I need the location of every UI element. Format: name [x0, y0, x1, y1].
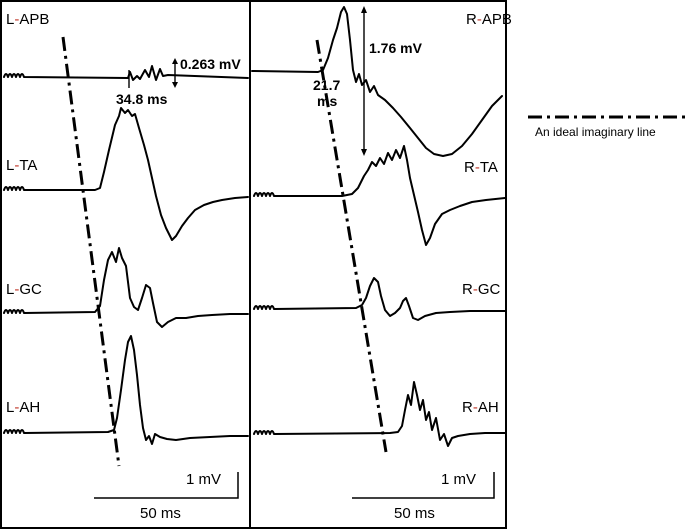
- trace-label-r-ah: R-AH: [462, 399, 499, 416]
- latency-annotation-left: 34.8 ms: [116, 91, 168, 107]
- trace-r-gc: [253, 277, 506, 321]
- trace-l-gc: [3, 247, 249, 328]
- scale-bar-left: [94, 472, 239, 499]
- scale-amplitude-right: 1 mV: [441, 471, 476, 488]
- trace-label-l-ah: L-AH: [6, 399, 40, 416]
- trace-label-l-apb: L-APB: [6, 11, 49, 28]
- trace-l-ah: [3, 335, 249, 445]
- trace-label-l-gc: L-GC: [6, 281, 42, 298]
- trace-label-r-apb: R-APB: [466, 11, 512, 28]
- trace-r-ah: [253, 381, 506, 447]
- scale-amplitude-left: 1 mV: [186, 471, 221, 488]
- latency-annotation-right-value: 21.7: [313, 77, 340, 93]
- right-panel-frame: [249, 0, 507, 529]
- amplitude-annotation-left: 0.263 mV: [180, 56, 241, 72]
- ideal-line-left: [61, 36, 121, 467]
- arrow-head-up-icon: [172, 58, 178, 64]
- legend-label: An ideal imaginary line: [535, 125, 656, 139]
- trace-l-apb: [3, 65, 249, 81]
- trace-label-r-ta: R-TA: [464, 159, 498, 176]
- ideal-line-right: [315, 39, 388, 453]
- trace-r-apb: [251, 6, 503, 157]
- trace-r-ta: [253, 145, 506, 246]
- scale-bar-right: [352, 472, 495, 499]
- trace-l-ta: [3, 107, 249, 241]
- trace-label-l-ta: L-TA: [6, 157, 37, 174]
- trace-label-r-gc: R-GC: [462, 281, 501, 298]
- amplitude-annotation-right: 1.76 mV: [369, 40, 423, 56]
- scale-time-left: 50 ms: [140, 505, 181, 522]
- arrow-head-down-icon: [172, 82, 178, 88]
- arrow-head-down-icon: [361, 149, 367, 156]
- scale-time-right: 50 ms: [394, 505, 435, 522]
- arrow-head-up-icon: [361, 6, 367, 13]
